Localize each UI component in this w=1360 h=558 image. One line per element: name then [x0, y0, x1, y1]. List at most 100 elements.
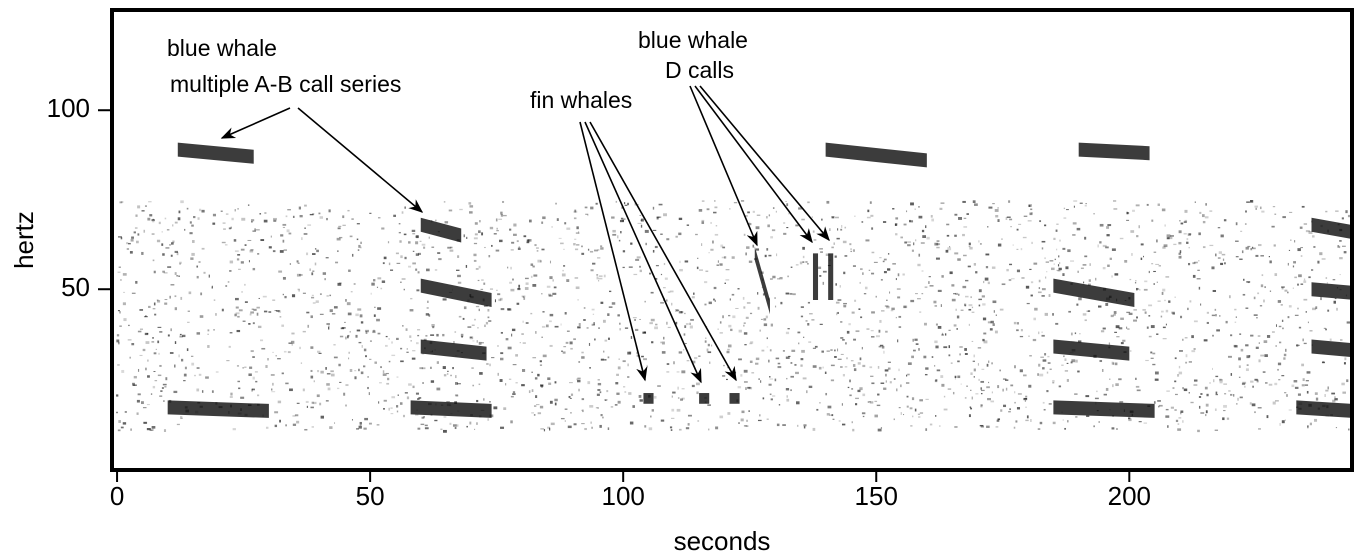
- noise-speck: [1198, 260, 1200, 262]
- noise-speck: [774, 305, 777, 308]
- noise-speck: [777, 278, 780, 280]
- noise-speck: [507, 308, 512, 311]
- noise-speck: [237, 315, 240, 318]
- noise-speck: [1041, 334, 1045, 337]
- noise-speck: [312, 253, 316, 255]
- noise-speck: [1113, 314, 1116, 316]
- noise-speck: [496, 230, 499, 232]
- noise-speck: [608, 290, 612, 293]
- noise-speck: [941, 332, 944, 336]
- noise-speck: [654, 245, 658, 249]
- noise-speck: [1257, 407, 1262, 409]
- noise-speck: [467, 326, 472, 328]
- noise-speck: [346, 302, 351, 306]
- noise-speck: [1269, 290, 1272, 292]
- noise-speck: [907, 244, 911, 247]
- noise-speck: [770, 398, 773, 401]
- noise-speck: [510, 266, 512, 270]
- noise-speck: [1198, 396, 1202, 398]
- noise-speck: [1177, 423, 1180, 425]
- noise-speck: [589, 367, 591, 369]
- noise-speck: [379, 382, 382, 384]
- noise-speck: [116, 411, 118, 414]
- noise-speck: [363, 365, 366, 368]
- noise-speck: [822, 270, 827, 273]
- noise-speck: [180, 200, 184, 204]
- noise-speck: [1103, 393, 1107, 396]
- noise-speck: [1116, 336, 1120, 338]
- noise-speck: [1223, 410, 1226, 412]
- noise-speck: [182, 334, 186, 338]
- noise-speck: [543, 429, 546, 432]
- noise-speck: [624, 391, 627, 393]
- noise-speck: [1128, 418, 1132, 422]
- noise-speck: [678, 232, 682, 236]
- noise-speck: [639, 265, 641, 268]
- noise-speck: [924, 373, 928, 376]
- noise-speck: [1085, 395, 1090, 398]
- noise-speck: [193, 374, 197, 377]
- noise-speck: [170, 284, 175, 286]
- noise-speck: [1099, 223, 1104, 227]
- noise-speck: [146, 403, 150, 406]
- noise-speck: [1070, 361, 1073, 364]
- noise-speck: [814, 345, 818, 348]
- noise-speck: [937, 289, 942, 293]
- noise-speck: [701, 243, 703, 246]
- noise-speck: [498, 218, 503, 220]
- noise-speck: [949, 271, 953, 275]
- noise-speck: [1287, 291, 1289, 294]
- noise-speck: [1071, 359, 1076, 363]
- noise-speck: [189, 232, 193, 235]
- noise-speck: [1233, 344, 1237, 348]
- noise-speck: [415, 235, 419, 238]
- noise-speck: [650, 415, 652, 418]
- noise-speck: [442, 366, 446, 370]
- noise-speck: [1244, 223, 1247, 225]
- noise-speck: [870, 375, 874, 377]
- noise-speck: [177, 217, 181, 221]
- noise-speck: [946, 223, 950, 226]
- noise-speck: [1192, 262, 1196, 265]
- noise-speck: [649, 272, 652, 275]
- noise-speck: [149, 214, 153, 217]
- noise-speck: [500, 211, 503, 215]
- noise-speck: [578, 323, 581, 327]
- noise-speck: [585, 213, 589, 215]
- noise-speck: [1290, 239, 1292, 241]
- noise-speck: [1312, 235, 1315, 238]
- noise-speck: [201, 209, 205, 213]
- noise-speck: [915, 293, 918, 295]
- noise-speck: [1301, 384, 1305, 387]
- noise-speck: [436, 387, 441, 391]
- noise-speck: [1030, 419, 1032, 422]
- noise-speck: [591, 426, 593, 429]
- noise-speck: [1213, 379, 1215, 383]
- noise-speck: [969, 246, 973, 250]
- noise-speck: [912, 349, 916, 352]
- noise-speck: [1204, 386, 1208, 390]
- noise-speck: [552, 279, 554, 282]
- noise-speck: [153, 302, 156, 306]
- noise-speck: [729, 298, 731, 301]
- noise-speck: [358, 341, 362, 344]
- annotation: blue whale: [638, 27, 748, 53]
- noise-speck: [287, 209, 291, 211]
- noise-speck: [749, 360, 753, 364]
- noise-speck: [541, 293, 543, 295]
- noise-speck: [1102, 244, 1107, 248]
- noise-speck: [1191, 335, 1194, 339]
- noise-speck: [1055, 229, 1058, 232]
- noise-speck: [883, 258, 887, 261]
- noise-speck: [727, 344, 732, 348]
- noise-speck: [526, 239, 530, 242]
- noise-speck: [1010, 226, 1013, 228]
- noise-speck: [790, 266, 793, 268]
- noise-speck: [330, 370, 334, 373]
- noise-speck: [152, 385, 156, 389]
- noise-speck: [500, 308, 505, 311]
- noise-speck: [770, 323, 774, 327]
- noise-speck: [282, 276, 286, 280]
- noise-speck: [484, 246, 486, 249]
- noise-speck: [694, 356, 698, 360]
